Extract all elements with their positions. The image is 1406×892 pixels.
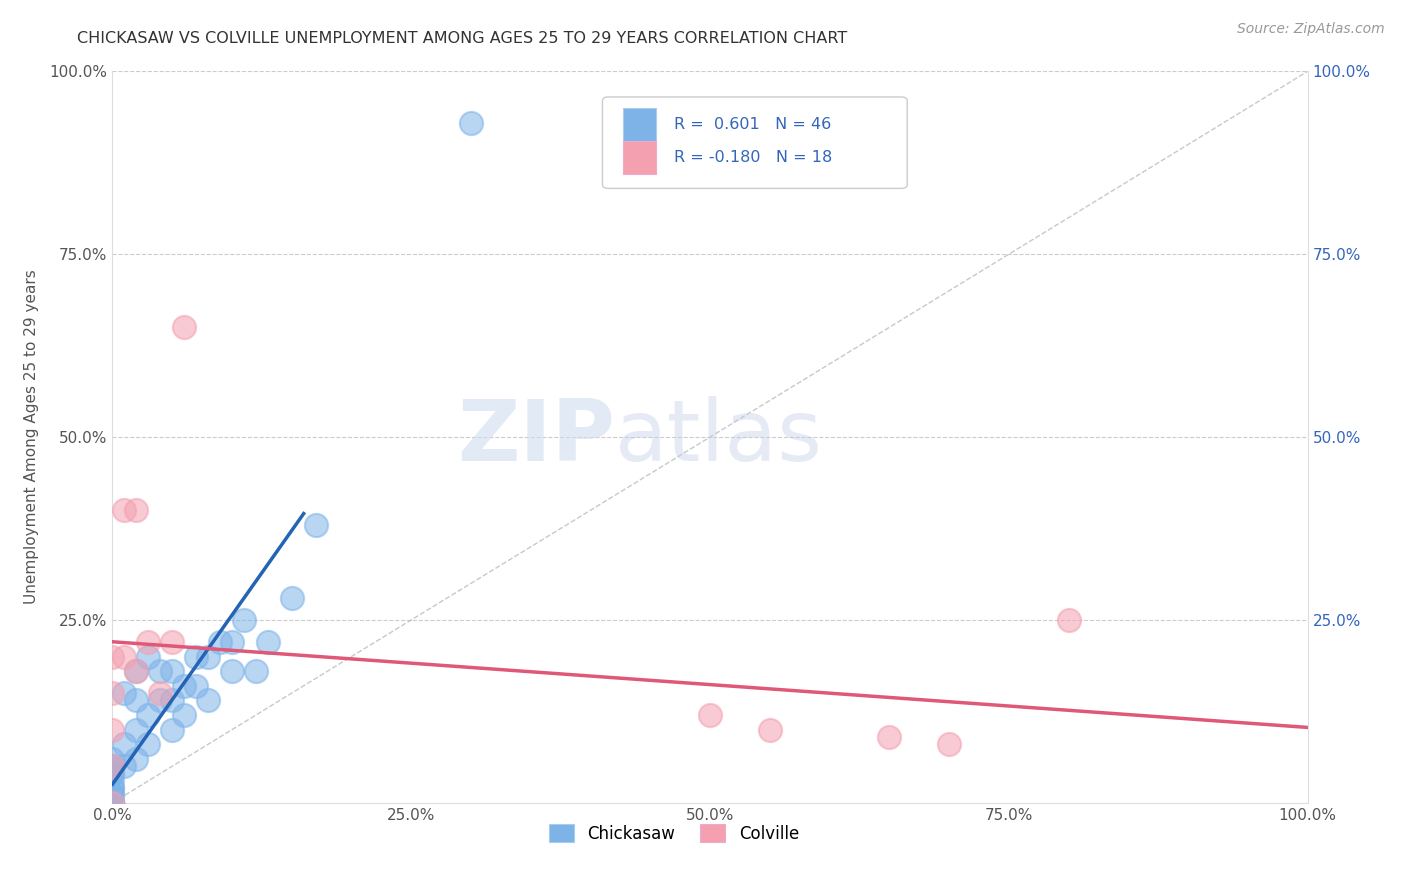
Point xyxy=(101,759,124,773)
Point xyxy=(101,796,124,810)
Point xyxy=(173,679,195,693)
Point xyxy=(221,635,243,649)
Point xyxy=(101,796,124,810)
Text: CHICKASAW VS COLVILLE UNEMPLOYMENT AMONG AGES 25 TO 29 YEARS CORRELATION CHART: CHICKASAW VS COLVILLE UNEMPLOYMENT AMONG… xyxy=(77,31,848,46)
Text: R =  0.601   N = 46: R = 0.601 N = 46 xyxy=(675,117,831,132)
Point xyxy=(101,766,124,780)
Point xyxy=(197,649,219,664)
Point xyxy=(257,635,280,649)
Text: Source: ZipAtlas.com: Source: ZipAtlas.com xyxy=(1237,22,1385,37)
Point xyxy=(162,635,183,649)
Point xyxy=(101,752,124,766)
Point xyxy=(101,686,124,700)
Point xyxy=(101,759,124,773)
Point xyxy=(186,649,208,664)
Point xyxy=(138,635,160,649)
Legend: Chickasaw, Colville: Chickasaw, Colville xyxy=(543,818,806,849)
Y-axis label: Unemployment Among Ages 25 to 29 years: Unemployment Among Ages 25 to 29 years xyxy=(24,269,38,605)
Point xyxy=(101,781,124,796)
Text: R = -0.180   N = 18: R = -0.180 N = 18 xyxy=(675,150,832,165)
FancyBboxPatch shape xyxy=(623,108,657,141)
Point xyxy=(460,115,482,129)
Point xyxy=(938,737,960,751)
Point xyxy=(149,693,172,707)
Point xyxy=(162,664,183,678)
Point xyxy=(114,686,135,700)
Point xyxy=(125,503,148,517)
Point xyxy=(114,737,135,751)
Point xyxy=(101,759,124,773)
Point xyxy=(149,686,172,700)
Point xyxy=(101,796,124,810)
FancyBboxPatch shape xyxy=(603,97,907,188)
Point xyxy=(125,664,148,678)
Point xyxy=(101,789,124,803)
Point xyxy=(233,613,256,627)
Point xyxy=(149,664,172,678)
Point xyxy=(162,723,183,737)
Point xyxy=(162,693,183,707)
Point xyxy=(197,693,219,707)
Point xyxy=(209,635,232,649)
Point xyxy=(221,664,243,678)
Point xyxy=(138,737,160,751)
Point xyxy=(125,752,148,766)
Point xyxy=(101,796,124,810)
Point xyxy=(101,796,124,810)
Point xyxy=(101,723,124,737)
Point xyxy=(173,320,195,334)
Point xyxy=(281,591,304,605)
Point xyxy=(114,649,135,664)
Text: ZIP: ZIP xyxy=(457,395,614,479)
Text: atlas: atlas xyxy=(614,395,823,479)
Point xyxy=(305,517,328,532)
Point xyxy=(879,730,901,744)
Point xyxy=(173,708,195,723)
Point xyxy=(125,664,148,678)
Point xyxy=(101,796,124,810)
Point xyxy=(138,708,160,723)
Point xyxy=(114,759,135,773)
Point xyxy=(759,723,782,737)
Point xyxy=(101,796,124,810)
FancyBboxPatch shape xyxy=(623,141,657,174)
Point xyxy=(138,649,160,664)
Point xyxy=(186,679,208,693)
Point xyxy=(125,723,148,737)
Point xyxy=(114,503,135,517)
Point xyxy=(101,649,124,664)
Point xyxy=(101,773,124,788)
Point xyxy=(699,708,721,723)
Point xyxy=(101,789,124,803)
Point xyxy=(101,781,124,796)
Point xyxy=(125,693,148,707)
Point xyxy=(101,766,124,780)
Point xyxy=(245,664,267,678)
Point xyxy=(1057,613,1080,627)
